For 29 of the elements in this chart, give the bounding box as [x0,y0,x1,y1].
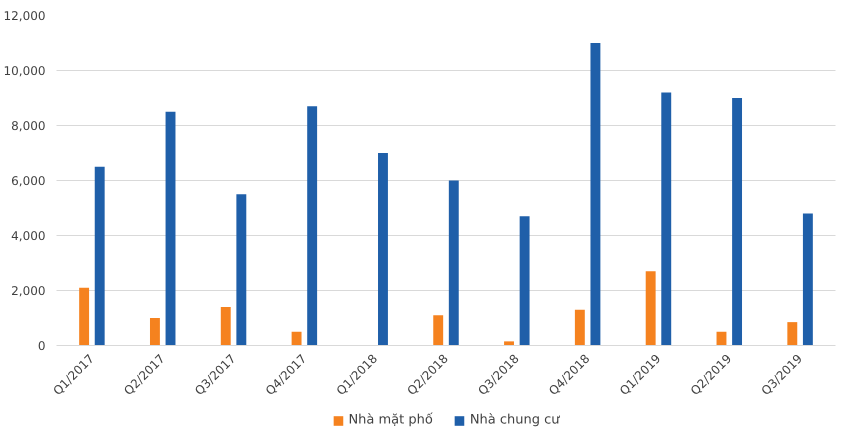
bar [590,43,600,346]
bar [802,214,813,346]
y-tick-label: 0 [38,339,46,353]
bar [448,180,459,346]
bar [378,153,388,346]
bar [787,322,798,346]
y-tick-label: 6,000 [11,174,46,188]
bar [236,194,246,346]
bar [94,166,105,346]
bar [150,318,160,346]
legend-label: Nhà chung cư [470,412,560,428]
legend-label: Nhà mặt phố [348,412,433,428]
bar [79,288,90,346]
bar [520,216,530,346]
bar [661,92,672,346]
y-tick-label: 8,000 [11,119,46,133]
y-tick-label: 10,000 [4,64,46,78]
bar [716,332,726,346]
bar [574,310,585,346]
bar [166,112,176,346]
bar [220,307,231,346]
y-tick-label: 2,000 [11,284,46,298]
bar [292,332,302,346]
bar [433,315,444,346]
bar [307,106,318,346]
y-tick-label: 12,000 [4,9,46,23]
y-tick-label: 4,000 [11,229,46,243]
bar [646,271,656,346]
bar [732,98,742,346]
